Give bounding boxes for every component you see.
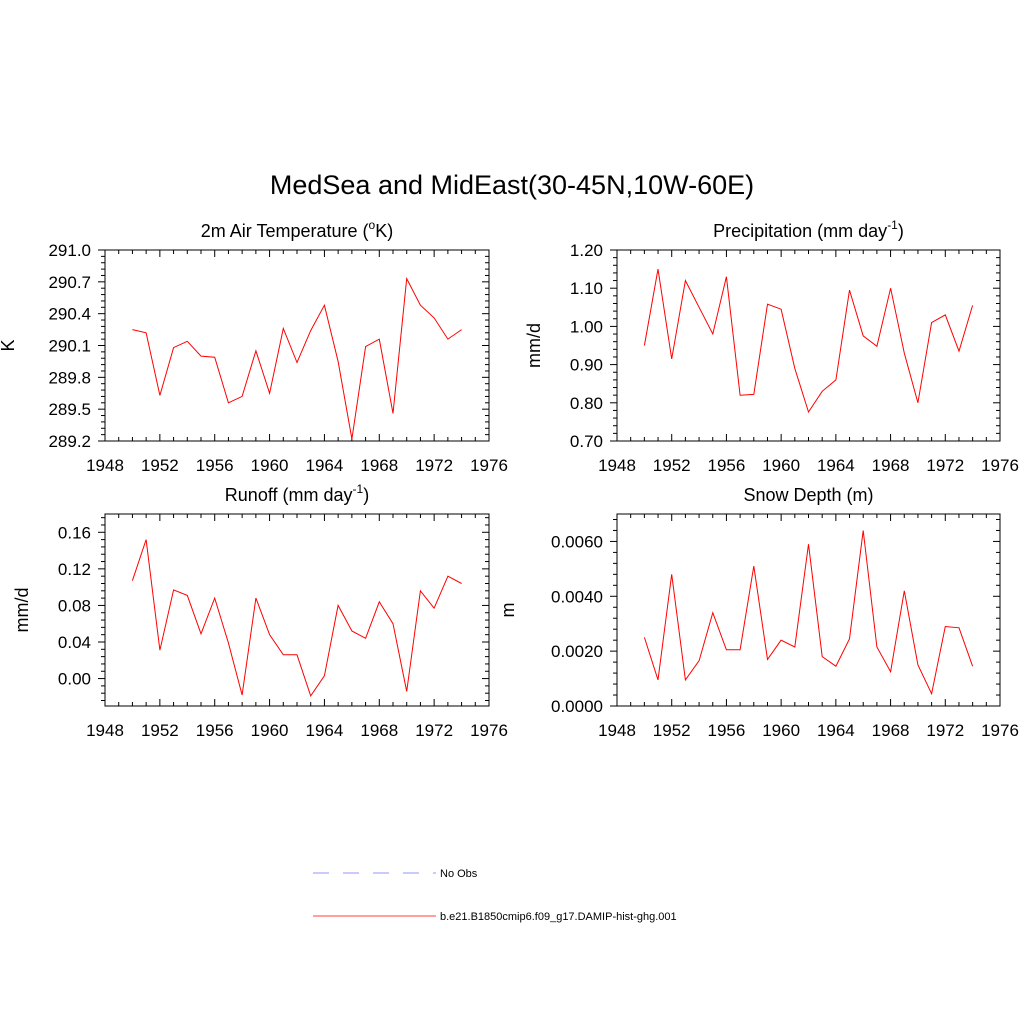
series-line-air-temperature [132, 276, 462, 439]
x-tick-label-snow-depth: 1948 [598, 721, 636, 740]
x-tick-label-runoff: 1968 [360, 721, 398, 740]
y-tick-label-runoff: 0.12 [58, 560, 91, 579]
plot-frame-snow-depth [616, 513, 1001, 707]
x-tick-label-precipitation: 1960 [762, 456, 800, 475]
x-tick-label-runoff: 1952 [141, 721, 179, 740]
x-tick-label-precipitation: 1972 [926, 456, 964, 475]
plot-frame-air-temperature [104, 249, 490, 442]
x-tick-label-air-temperature: 1972 [415, 456, 453, 475]
x-tick-label-air-temperature: 1956 [196, 456, 234, 475]
y-tick-label-air-temperature: 289.5 [48, 400, 91, 419]
panel-precipitation: Precipitation (mm day-1) mm/d 1948 1952 1956… [524, 218, 1019, 475]
y-tick-label-air-temperature: 289.2 [48, 432, 91, 451]
x-tick-label-runoff: 1956 [196, 721, 234, 740]
x-tick-label-air-temperature: 1960 [251, 456, 289, 475]
x-tick-label-air-temperature: 1964 [306, 456, 344, 475]
x-tick-label-runoff: 1960 [251, 721, 289, 740]
x-tick-label-snow-depth: 1952 [653, 721, 691, 740]
series-line-precipitation [643, 269, 974, 414]
y-tick-label-runoff: 0.08 [58, 596, 91, 615]
x-tick-label-snow-depth: 1964 [817, 721, 855, 740]
x-tick-label-air-temperature: 1952 [141, 456, 179, 475]
y-tick-label-precipitation: 1.20 [570, 241, 603, 260]
y-tick-label-runoff: 0.04 [58, 633, 91, 652]
x-tick-label-air-temperature: 1968 [360, 456, 398, 475]
x-tick-label-precipitation: 1964 [817, 456, 855, 475]
x-tick-label-snow-depth: 1972 [926, 721, 964, 740]
panel-runoff: Runoff (mm day-1) mm/d 1948 1952 1956 1960 196… [12, 482, 508, 740]
x-tick-label-runoff: 1972 [415, 721, 453, 740]
x-tick-label-snow-depth: 1976 [981, 721, 1019, 740]
x-tick-label-snow-depth: 1960 [762, 721, 800, 740]
series-line-runoff [131, 539, 462, 698]
y-axis-label-precipitation: mm/d [524, 323, 544, 368]
x-tick-label-precipitation: 1948 [598, 456, 636, 475]
y-axis-label-air-temperature: K [0, 339, 18, 351]
x-tick-label-snow-depth: 1956 [708, 721, 746, 740]
y-axis-label-runoff: mm/d [12, 588, 32, 633]
panel-title-snow-depth: Snow Depth (m) [743, 485, 873, 505]
y-tick-label-air-temperature: 289.8 [48, 368, 91, 387]
y-tick-label-air-temperature: 290.4 [48, 305, 91, 324]
y-tick-label-precipitation: 0.80 [570, 394, 603, 413]
y-axis-label-snow-depth: m [498, 603, 518, 618]
series-line-snow-depth [643, 530, 974, 696]
y-tick-label-runoff: 0.16 [58, 523, 91, 542]
x-tick-label-precipitation: 1976 [981, 456, 1019, 475]
y-tick-label-snow-depth: 0.0020 [551, 642, 603, 661]
x-tick-label-precipitation: 1968 [872, 456, 910, 475]
plot-frame-runoff [104, 513, 490, 707]
x-tick-label-snow-depth: 1968 [872, 721, 910, 740]
y-tick-label-air-temperature: 291.0 [48, 241, 91, 260]
y-tick-label-air-temperature: 290.7 [48, 273, 91, 292]
main-title: MedSea and MidEast(30-45N,10W-60E) [269, 170, 755, 200]
y-tick-label-precipitation: 0.70 [570, 432, 603, 451]
panel-title-air-temperature: 2m Air Temperature (oK) [201, 218, 393, 241]
y-tick-label-precipitation: 1.10 [570, 279, 603, 298]
y-tick-label-precipitation: 0.90 [570, 356, 603, 375]
y-tick-label-snow-depth: 0.0000 [551, 697, 603, 716]
panel-air-temperature: 2m Air Temperature (oK) K 1948 1952 1956 1960… [0, 218, 508, 475]
y-tick-label-precipitation: 1.00 [570, 317, 603, 336]
x-tick-label-runoff: 1964 [306, 721, 344, 740]
x-tick-label-air-temperature: 1948 [86, 456, 124, 475]
panel-snow-depth: Snow Depth (m) m 1948 1952 1956 1960 1964 1968 1… [498, 485, 1019, 740]
y-tick-label-snow-depth: 0.0060 [551, 532, 603, 551]
panel-title-precipitation: Precipitation (mm day-1) [713, 218, 904, 241]
y-tick-label-runoff: 0.00 [58, 670, 91, 689]
panel-title-runoff: Runoff (mm day-1) [225, 482, 369, 505]
y-tick-label-air-temperature: 290.1 [48, 337, 91, 356]
x-tick-label-runoff: 1948 [86, 721, 124, 740]
y-tick-label-snow-depth: 0.0040 [551, 587, 603, 606]
x-tick-label-air-temperature: 1976 [470, 456, 508, 475]
x-tick-label-precipitation: 1956 [708, 456, 746, 475]
x-tick-label-runoff: 1976 [470, 721, 508, 740]
x-tick-label-precipitation: 1952 [653, 456, 691, 475]
